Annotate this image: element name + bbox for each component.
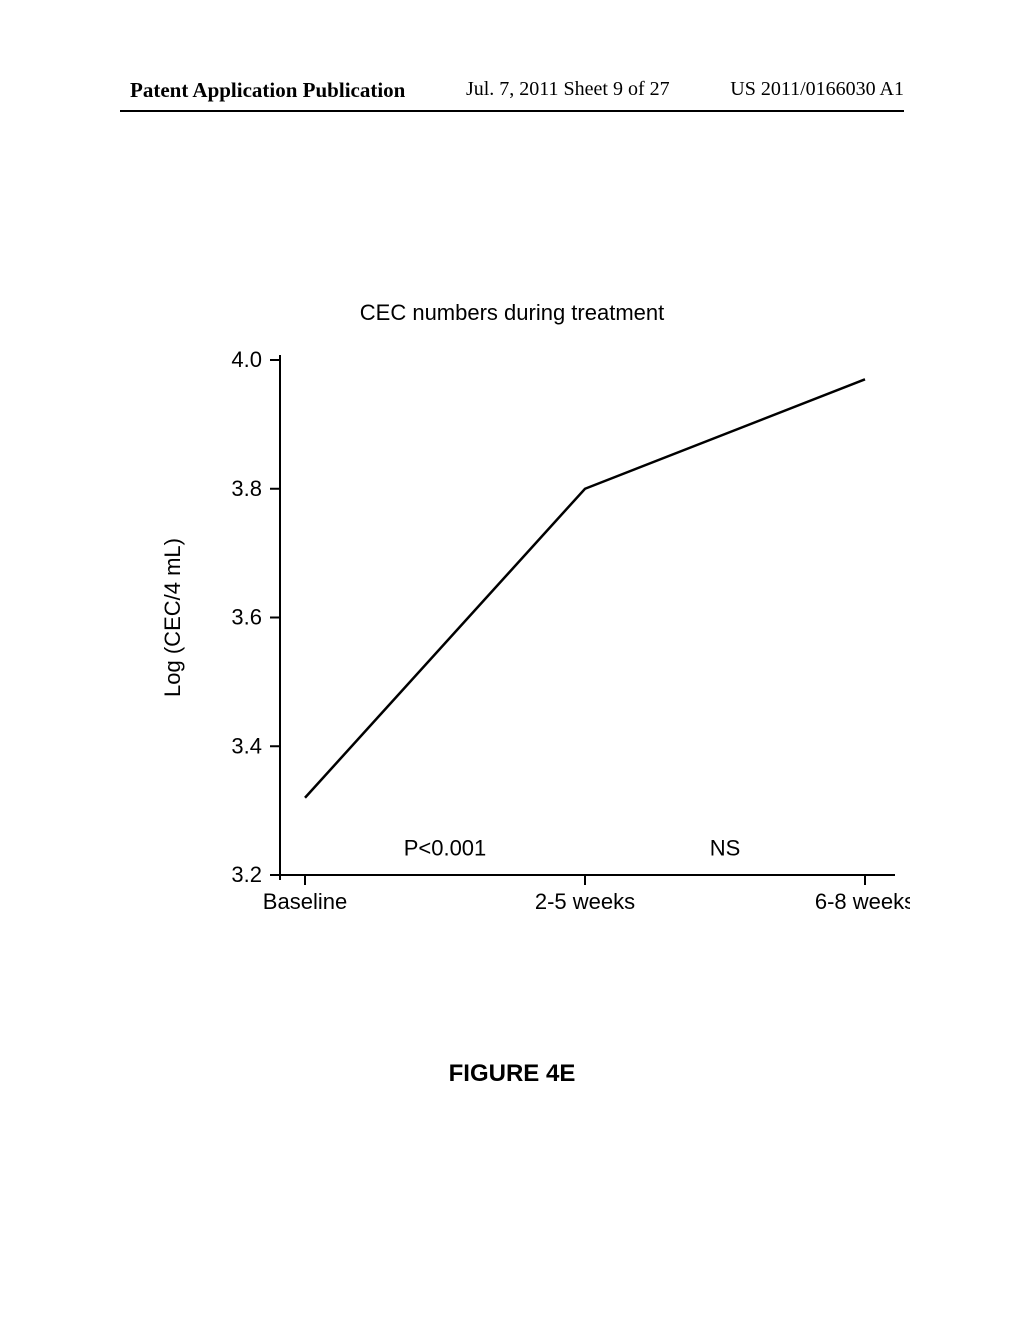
header-right: US 2011/0166030 A1 (730, 78, 904, 103)
header-center: Jul. 7, 2011 Sheet 9 of 27 (466, 78, 670, 103)
header-rule (120, 110, 904, 112)
svg-text:6-8 weeks: 6-8 weeks (815, 889, 910, 914)
svg-text:4.0: 4.0 (231, 347, 262, 372)
chart-area: 3.2 3.4 3.6 3.8 4.0 Baseline 2-5 weeks 6-8 week… (150, 345, 910, 935)
svg-text:3.6: 3.6 (231, 605, 262, 630)
svg-text:3.4: 3.4 (231, 733, 262, 758)
header-left: Patent Application Publication (130, 78, 405, 103)
svg-text:2-5 weeks: 2-5 weeks (535, 889, 635, 914)
line-chart: 3.2 3.4 3.6 3.8 4.0 Baseline 2-5 weeks 6-8 week… (150, 345, 910, 935)
figure-caption: FIGURE 4E (0, 1060, 1024, 1088)
chart-title: CEC numbers during treatment (0, 300, 1024, 326)
svg-text:Log (CEC/4 mL): Log (CEC/4 mL) (160, 538, 185, 697)
page-header: Patent Application Publication Jul. 7, 2… (0, 78, 1024, 103)
svg-text:NS: NS (710, 836, 741, 861)
svg-text:P<0.001: P<0.001 (404, 836, 487, 861)
svg-text:Baseline: Baseline (263, 889, 347, 914)
svg-text:3.8: 3.8 (231, 476, 262, 501)
svg-text:3.2: 3.2 (231, 862, 262, 887)
